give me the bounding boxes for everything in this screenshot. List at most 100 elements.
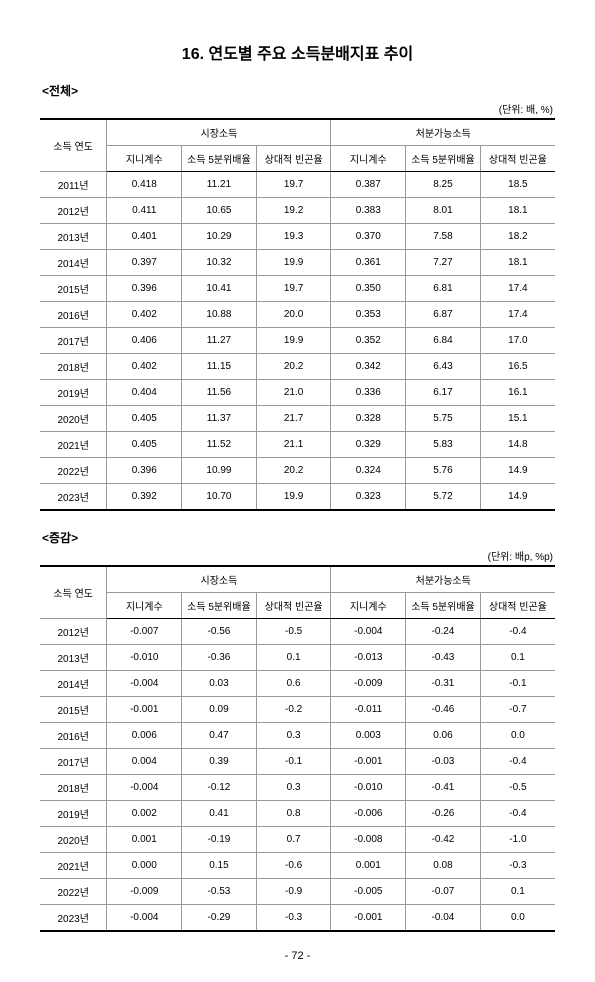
cell-year: 2021년 <box>40 432 107 458</box>
table-row: 2018년-0.004-0.120.3-0.010-0.41-0.5 <box>40 775 555 801</box>
table-row: 2021년0.0000.15-0.60.0010.08-0.3 <box>40 853 555 879</box>
cell-value: 0.401 <box>107 224 182 250</box>
cell-value: -0.12 <box>182 775 257 801</box>
cell-year: 2022년 <box>40 458 107 484</box>
cell-value: 19.9 <box>256 484 331 511</box>
cell-value: 5.72 <box>406 484 481 511</box>
cell-value: -0.004 <box>331 619 406 645</box>
cell-value: 0.350 <box>331 276 406 302</box>
cell-value: 0.352 <box>331 328 406 354</box>
cell-value: -0.1 <box>256 749 331 775</box>
cell-value: 10.32 <box>182 250 257 276</box>
table-row: 2019년0.40411.5621.00.3366.1716.1 <box>40 380 555 406</box>
cell-value: -0.013 <box>331 645 406 671</box>
cell-value: 0.361 <box>331 250 406 276</box>
cell-year: 2023년 <box>40 905 107 932</box>
unit-label: (단위: 배, %) <box>40 101 553 116</box>
cell-value: 0.0 <box>480 723 555 749</box>
cell-value: 0.6 <box>256 671 331 697</box>
cell-value: 0.387 <box>331 172 406 198</box>
cell-value: -0.001 <box>331 749 406 775</box>
cell-value: -0.004 <box>107 775 182 801</box>
col-subheader: 지니계수 <box>331 593 406 619</box>
col-group-market: 시장소득 <box>107 119 331 146</box>
col-subheader: 상대적 빈곤율 <box>256 593 331 619</box>
col-subheader: 지니계수 <box>107 593 182 619</box>
cell-value: 20.2 <box>256 458 331 484</box>
cell-value: -0.010 <box>331 775 406 801</box>
cell-year: 2021년 <box>40 853 107 879</box>
cell-value: 0.003 <box>331 723 406 749</box>
cell-year: 2014년 <box>40 250 107 276</box>
cell-value: -0.001 <box>331 905 406 932</box>
cell-value: 0.392 <box>107 484 182 511</box>
cell-value: 21.0 <box>256 380 331 406</box>
cell-year: 2015년 <box>40 276 107 302</box>
cell-value: 19.7 <box>256 172 331 198</box>
cell-year: 2012년 <box>40 619 107 645</box>
cell-year: 2019년 <box>40 801 107 827</box>
cell-value: 0.0 <box>480 905 555 932</box>
cell-value: -0.1 <box>480 671 555 697</box>
col-group-disposable: 처분가능소득 <box>331 566 555 593</box>
cell-value: 0.006 <box>107 723 182 749</box>
cell-year: 2020년 <box>40 827 107 853</box>
cell-value: -0.26 <box>406 801 481 827</box>
cell-value: 6.81 <box>406 276 481 302</box>
table-row: 2017년0.40611.2719.90.3526.8417.0 <box>40 328 555 354</box>
cell-value: 0.3 <box>256 775 331 801</box>
cell-value: 0.396 <box>107 276 182 302</box>
table-row: 2013년0.40110.2919.30.3707.5818.2 <box>40 224 555 250</box>
cell-value: -0.4 <box>480 801 555 827</box>
cell-year: 2014년 <box>40 671 107 697</box>
cell-value: 18.1 <box>480 250 555 276</box>
cell-value: -0.31 <box>406 671 481 697</box>
cell-value: -0.56 <box>182 619 257 645</box>
cell-value: 0.353 <box>331 302 406 328</box>
cell-value: -0.005 <box>331 879 406 905</box>
cell-value: 0.001 <box>107 827 182 853</box>
cell-year: 2018년 <box>40 775 107 801</box>
cell-value: -0.009 <box>107 879 182 905</box>
col-subheader: 상대적 빈곤율 <box>256 146 331 172</box>
cell-value: 0.336 <box>331 380 406 406</box>
table-row: 2021년0.40511.5221.10.3295.8314.8 <box>40 432 555 458</box>
table-row: 2015년-0.0010.09-0.2-0.011-0.46-0.7 <box>40 697 555 723</box>
cell-value: -0.29 <box>182 905 257 932</box>
cell-value: 0.329 <box>331 432 406 458</box>
cell-value: -0.008 <box>331 827 406 853</box>
table-row: 2017년0.0040.39-0.1-0.001-0.03-0.4 <box>40 749 555 775</box>
cell-value: 19.7 <box>256 276 331 302</box>
col-subheader: 소득 5분위배율 <box>406 593 481 619</box>
cell-value: 0.004 <box>107 749 182 775</box>
cell-value: -0.001 <box>107 697 182 723</box>
cell-year: 2022년 <box>40 879 107 905</box>
cell-value: -0.19 <box>182 827 257 853</box>
cell-value: 0.328 <box>331 406 406 432</box>
table-row: 2019년0.0020.410.8-0.006-0.26-0.4 <box>40 801 555 827</box>
cell-value: 0.418 <box>107 172 182 198</box>
cell-value: 0.342 <box>331 354 406 380</box>
cell-value: -0.07 <box>406 879 481 905</box>
cell-value: 0.09 <box>182 697 257 723</box>
section-label: <전체> <box>42 82 555 99</box>
table-row: 2018년0.40211.1520.20.3426.4316.5 <box>40 354 555 380</box>
cell-value: 6.84 <box>406 328 481 354</box>
cell-value: -0.36 <box>182 645 257 671</box>
cell-value: -0.3 <box>480 853 555 879</box>
cell-value: 0.1 <box>256 645 331 671</box>
cell-value: 15.1 <box>480 406 555 432</box>
table-row: 2011년0.41811.2119.70.3878.2518.5 <box>40 172 555 198</box>
cell-value: 21.7 <box>256 406 331 432</box>
col-group-disposable: 처분가능소득 <box>331 119 555 146</box>
cell-value: 18.1 <box>480 198 555 224</box>
cell-value: 0.402 <box>107 354 182 380</box>
cell-value: 0.8 <box>256 801 331 827</box>
cell-value: 17.0 <box>480 328 555 354</box>
table-row: 2016년0.40210.8820.00.3536.8717.4 <box>40 302 555 328</box>
cell-value: -0.9 <box>256 879 331 905</box>
cell-year: 2016년 <box>40 723 107 749</box>
col-subheader: 소득 5분위배율 <box>406 146 481 172</box>
cell-value: 0.47 <box>182 723 257 749</box>
cell-value: 11.56 <box>182 380 257 406</box>
